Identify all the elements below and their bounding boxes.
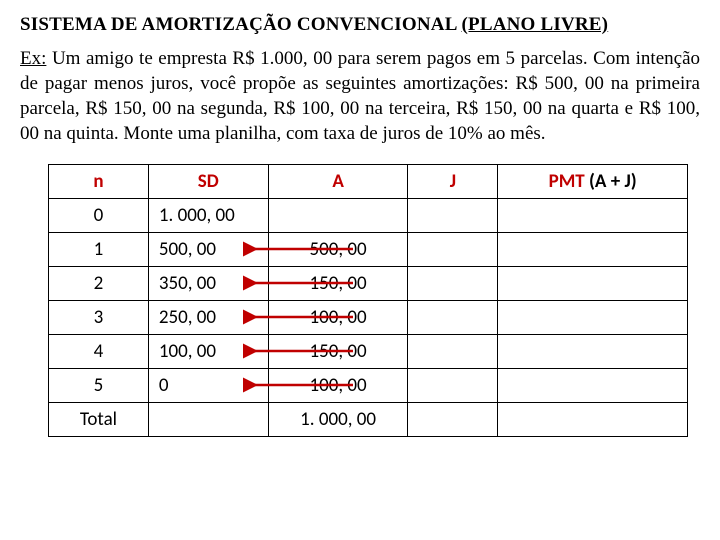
cell-n: 2 bbox=[49, 267, 149, 301]
cell-j bbox=[408, 267, 498, 301]
cell-j bbox=[408, 199, 498, 233]
table-row: 4 100, 00 150, 00 bbox=[49, 335, 688, 369]
cell-pmt bbox=[498, 199, 688, 233]
col-header-sd: SD bbox=[148, 165, 268, 199]
page-title: SISTEMA DE AMORTIZAÇÃO CONVENCIONAL (PLA… bbox=[20, 14, 700, 36]
cell-a: 150, 00 bbox=[268, 335, 408, 369]
cell-total-label: Total bbox=[49, 403, 149, 437]
cell-a: 100, 00 bbox=[268, 301, 408, 335]
table-row-total: Total 1. 000, 00 bbox=[49, 403, 688, 437]
col-header-a: A bbox=[268, 165, 408, 199]
cell-a: 500, 00 bbox=[268, 233, 408, 267]
table-row: 1 500, 00 500, 00 bbox=[49, 233, 688, 267]
example-label: Ex: bbox=[20, 48, 46, 69]
cell-n: 1 bbox=[49, 233, 149, 267]
cell-total-pmt bbox=[498, 403, 688, 437]
pmt-label-black: (A + J) bbox=[585, 170, 637, 193]
cell-pmt bbox=[498, 369, 688, 403]
cell-j bbox=[408, 335, 498, 369]
col-header-n: n bbox=[49, 165, 149, 199]
cell-pmt bbox=[498, 335, 688, 369]
cell-pmt bbox=[498, 233, 688, 267]
cell-pmt bbox=[498, 267, 688, 301]
table-row: 5 0 100, 00 bbox=[49, 369, 688, 403]
title-underlined: (PLANO LIVRE) bbox=[462, 14, 609, 35]
pmt-label-red: PMT bbox=[549, 170, 585, 193]
cell-pmt bbox=[498, 301, 688, 335]
example-paragraph: Ex: Um amigo te empresta R$ 1.000, 00 pa… bbox=[20, 46, 700, 146]
cell-total-j bbox=[408, 403, 498, 437]
col-header-j: J bbox=[408, 165, 498, 199]
title-main: SISTEMA DE AMORTIZAÇÃO CONVENCIONAL bbox=[20, 14, 462, 35]
cell-j bbox=[408, 301, 498, 335]
cell-sd: 350, 00 bbox=[148, 267, 268, 301]
cell-j bbox=[408, 369, 498, 403]
cell-n: 3 bbox=[49, 301, 149, 335]
col-header-pmt: PMT (A + J) bbox=[498, 165, 688, 199]
cell-a: 100, 00 bbox=[268, 369, 408, 403]
amortization-table-wrap: n SD A J PMT (A + J) 0 1. 000, 00 1 500,… bbox=[48, 164, 688, 437]
cell-a: 150, 00 bbox=[268, 267, 408, 301]
cell-j bbox=[408, 233, 498, 267]
table-row: 3 250, 00 100, 00 bbox=[49, 301, 688, 335]
cell-sd: 1. 000, 00 bbox=[148, 199, 268, 233]
cell-n: 5 bbox=[49, 369, 149, 403]
cell-total-sd bbox=[148, 403, 268, 437]
cell-total-a: 1. 000, 00 bbox=[268, 403, 408, 437]
cell-n: 4 bbox=[49, 335, 149, 369]
table-header-row: n SD A J PMT (A + J) bbox=[49, 165, 688, 199]
cell-sd: 100, 00 bbox=[148, 335, 268, 369]
cell-a bbox=[268, 199, 408, 233]
amortization-table: n SD A J PMT (A + J) 0 1. 000, 00 1 500,… bbox=[48, 164, 688, 437]
table-body: 0 1. 000, 00 1 500, 00 500, 00 2 350, 00… bbox=[49, 199, 688, 437]
table-row: 0 1. 000, 00 bbox=[49, 199, 688, 233]
cell-sd: 250, 00 bbox=[148, 301, 268, 335]
cell-sd: 0 bbox=[148, 369, 268, 403]
table-row: 2 350, 00 150, 00 bbox=[49, 267, 688, 301]
example-body: Um amigo te empresta R$ 1.000, 00 para s… bbox=[20, 48, 700, 144]
cell-n: 0 bbox=[49, 199, 149, 233]
cell-sd: 500, 00 bbox=[148, 233, 268, 267]
